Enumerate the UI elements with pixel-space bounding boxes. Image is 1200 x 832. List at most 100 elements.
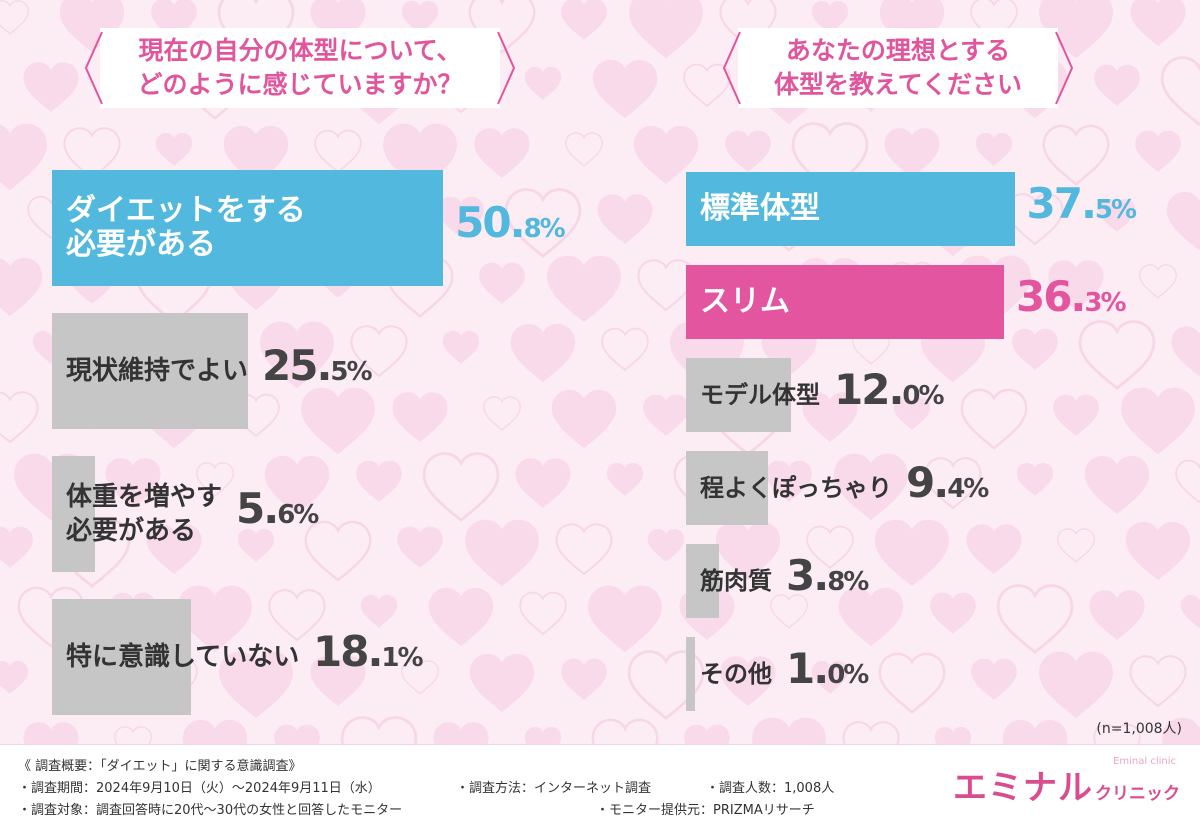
value-label-1-5: 1. 0%: [786, 644, 869, 693]
heart-decoration-163: [219, 651, 293, 719]
heart-decoration-141: [1057, 528, 1095, 563]
heart-decoration-38: [474, 128, 530, 179]
heart-decoration-173: [1039, 651, 1113, 719]
value-label-1-3: 9. 4%: [906, 458, 989, 507]
heart-decoration-61: [1098, 198, 1136, 232]
chart-ideal-body-type: あなたの理想とする 体型を教えてください 標準体型 37. 5% スリム 36. 3% モデ…: [686, 28, 1138, 711]
right-bracket-icon: [497, 31, 516, 105]
chart-current-body-type: 現在の自分の体型について、 どのように感じていますか？ ダイエットをする 必要が…: [52, 28, 566, 715]
heart-decoration-160: [0, 660, 29, 694]
heart-decoration-100: [301, 387, 375, 455]
survey-period: ・調査期間：2024年9月10日（火）～2024年9月11日（水）: [18, 781, 381, 796]
logo-sub-text: クリニック: [1095, 784, 1180, 804]
value-label-0-0: 50. 8%: [455, 198, 566, 247]
heart-decoration-147: [268, 589, 326, 642]
heart-decoration-34: [155, 132, 193, 166]
heart-decoration-43: [884, 128, 940, 179]
monitor-provider: ・モニター提供元：PRIZMAリサーチ: [596, 803, 815, 818]
infographic-card: 現在の自分の体型について、 どのように感じていますか？ ダイエットをする 必要が…: [52, 28, 1182, 737]
heart-decoration-29: [1094, 64, 1140, 106]
heart-decoration-103: [551, 389, 617, 449]
heart-decoration-113: [105, 458, 161, 509]
heart-decoration-87: [601, 327, 649, 372]
heart-decoration-108: [960, 388, 1028, 450]
logo-tiny-text: Eminal clinic: [1113, 756, 1176, 767]
heart-decoration-0: [0, 0, 29, 35]
heart-decoration-126: [1175, 459, 1200, 504]
heart-decoration-167: [561, 658, 607, 700]
heart-decoration-125: [1084, 455, 1150, 515]
heart-decoration-155: [930, 592, 976, 634]
heart-decoration-45: [1042, 124, 1110, 186]
bar-label-1-3: 程よくぽっちゃり: [700, 474, 892, 502]
heart-decoration-101: [392, 392, 448, 443]
heart-decoration-62: [1166, 191, 1200, 251]
heart-decoration-39: [565, 132, 603, 167]
heart-decoration-72: [637, 259, 695, 312]
bar-label-0-3: 特に意識していない: [66, 642, 300, 672]
right-title-line-1: あなたの理想とする: [785, 36, 1011, 65]
heart-decoration-135: [555, 523, 613, 576]
heart-decoration-140: [966, 524, 1022, 575]
heart-decoration-122: [834, 453, 908, 521]
survey-method: ・調査方法：インターネット調査: [456, 781, 652, 796]
heart-decoration-154: [838, 587, 904, 647]
sample-size-note: (n=1,008人): [1096, 721, 1182, 737]
bar-0-1: [52, 313, 249, 429]
bar-0-2: [52, 456, 96, 572]
heart-decoration-71: [547, 255, 621, 323]
heart-decoration-110: [1121, 387, 1195, 455]
heart-decoration-130: [146, 524, 202, 575]
value-label-1-4: 3. 8%: [786, 551, 869, 600]
heart-decoration-35: [223, 125, 289, 185]
heart-decoration-168: [627, 650, 705, 721]
heart-decoration-40: [633, 125, 699, 185]
bar-label-0-1: 現状維持でよい: [66, 356, 249, 386]
heart-decoration-93: [1078, 320, 1156, 391]
heart-decoration-84: [350, 325, 408, 378]
heart-decoration-116: [356, 460, 402, 502]
heart-decoration-165: [401, 660, 439, 695]
heart-decoration-118: [515, 458, 571, 509]
heart-decoration-8: [629, 0, 703, 59]
heart-decoration-156: [996, 584, 1074, 655]
heart-decoration-133: [397, 526, 443, 568]
heart-decoration-85: [442, 330, 480, 364]
bar-1-0: [686, 172, 1015, 246]
left-bracket-icon: [84, 31, 103, 105]
heart-decoration-77: [1048, 260, 1104, 311]
heart-decoration-7: [561, 0, 607, 40]
right-chart-title: あなたの理想とする 体型を教えてください: [722, 28, 1074, 108]
bar-label-0-2: 体重を増やす 必要がある: [66, 482, 223, 546]
heart-decoration-10: [811, 0, 849, 34]
bar-label-1-0: 標準体型: [700, 191, 820, 226]
heart-decoration-170: [811, 660, 849, 694]
heart-decoration-174: [1129, 655, 1187, 708]
heart-decoration-139: [875, 519, 949, 587]
heart-decoration-150: [519, 591, 567, 636]
heart-decoration-94: [1171, 326, 1200, 377]
bar-1-4: [686, 544, 720, 618]
value-label-1-0: 37. 5%: [1026, 179, 1138, 228]
heart-decoration-86: [510, 323, 576, 383]
heart-decoration-171: [878, 652, 946, 714]
survey-target: ・調査対象：調査回答時に20代～30代の女性と回答したモニター: [18, 803, 403, 818]
heart-decoration-138: [806, 525, 854, 570]
heart-decoration-157: [1089, 590, 1145, 641]
heart-decoration-16: [23, 62, 79, 113]
heart-decoration-14: [1130, 0, 1186, 47]
heart-decoration-13: [1039, 0, 1113, 59]
bar-label-1-2: モデル体型: [700, 381, 820, 409]
heart-decoration-109: [1053, 394, 1099, 436]
value-label-1-2: 12. 0%: [834, 365, 945, 414]
value-label-0-1: 25. 5%: [262, 341, 373, 390]
heart-decoration-6: [468, 0, 536, 54]
heart-decoration-32: [0, 123, 47, 191]
heart-decoration-4: [310, 0, 366, 47]
heart-decoration-53: [438, 196, 484, 238]
heart-decoration-172: [971, 658, 1017, 700]
bar-1-3: [686, 451, 769, 525]
heart-decoration-124: [1016, 462, 1054, 496]
heart-decoration-131: [237, 528, 275, 562]
heart-decoration-132: [304, 520, 372, 582]
